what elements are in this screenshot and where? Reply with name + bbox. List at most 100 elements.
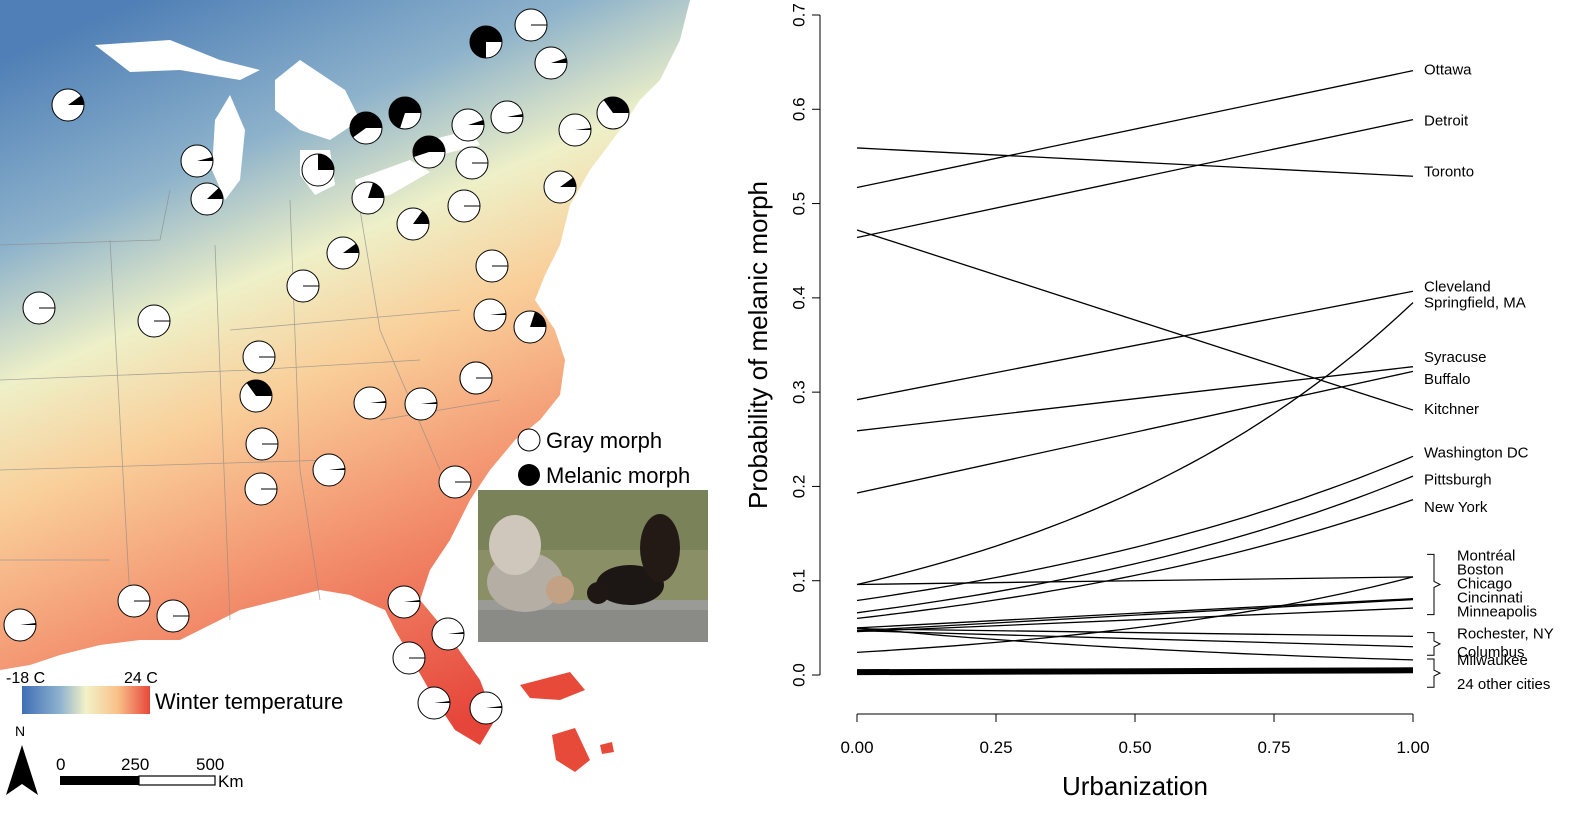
site-pie-chart	[286, 269, 320, 303]
series-label: Buffalo	[1424, 371, 1470, 388]
morph-legend: Gray morph Melanic morph	[517, 428, 690, 488]
y-axis-label: Probability of melanic morph	[743, 181, 773, 509]
site-pie-chart	[351, 181, 385, 215]
site-pie-chart	[513, 310, 547, 344]
series-line	[856, 119, 1414, 239]
site-pie-chart	[473, 298, 507, 332]
y-tick-label: 0.4	[789, 286, 808, 310]
site-pie-chart	[455, 146, 489, 180]
melanic-morph-label: Melanic morph	[546, 463, 690, 488]
series-label: Detroit	[1424, 113, 1469, 130]
site-pie-chart	[596, 96, 630, 130]
series-label: New York	[1424, 499, 1488, 516]
svg-text:0: 0	[56, 755, 65, 774]
site-pie-chart	[543, 170, 577, 204]
scale-bar: 0 250 500 Km	[56, 755, 244, 791]
site-pie-chart	[388, 96, 422, 130]
x-tick-label: 0.00	[840, 738, 873, 757]
site-pie-chart	[431, 617, 465, 651]
series-line	[856, 627, 1414, 661]
svg-text:500: 500	[196, 755, 224, 774]
series-label: Minneapolis	[1457, 604, 1537, 621]
x-tick-label: 0.25	[979, 738, 1012, 757]
site-pie-chart	[412, 135, 446, 169]
series-line	[856, 302, 1414, 586]
series-line	[856, 576, 1414, 654]
great-lakes	[95, 40, 480, 200]
series-label: Cleveland	[1424, 278, 1491, 295]
site-pie-chart	[22, 291, 56, 325]
site-pie-chart	[459, 361, 493, 395]
site-pie-chart	[312, 453, 346, 487]
site-pie-chart	[392, 641, 426, 675]
site-pie-chart	[51, 88, 85, 122]
site-pie-chart	[469, 25, 503, 59]
svg-text:250: 250	[121, 755, 149, 774]
series-label: Rochester, NY	[1457, 626, 1554, 643]
x-tick-label: 0.75	[1257, 738, 1290, 757]
melanic-squirrel-icon	[596, 565, 664, 605]
series-label: Kitchner	[1424, 401, 1479, 418]
y-tick-label: 0.7	[789, 3, 808, 27]
series-line	[856, 69, 1414, 189]
site-pie-chart	[244, 472, 278, 506]
series-line	[856, 455, 1414, 602]
temperature-legend-title: Winter temperature	[155, 689, 343, 714]
site-pie-chart	[242, 340, 276, 374]
map-panel: Gray morph Melanic morph -18 C 24 C Wint…	[0, 0, 708, 795]
series-label: Montréal	[1457, 547, 1515, 564]
series-label: Syracuse	[1424, 349, 1487, 366]
site-pie-chart	[387, 585, 421, 619]
site-pie-chart	[417, 686, 451, 720]
label-bracket	[1427, 658, 1442, 688]
site-pie-chart	[475, 249, 509, 283]
label-bracket	[1427, 553, 1442, 616]
series-label: Milwaukee	[1457, 652, 1528, 669]
site-pie-chart	[245, 427, 279, 461]
chart-series-lines	[856, 69, 1414, 676]
series-line	[856, 628, 1414, 637]
site-pie-chart	[180, 144, 214, 178]
gray-morph-swatch	[517, 428, 541, 452]
squirrel-photo	[478, 490, 708, 642]
series-label: Washington DC	[1424, 444, 1529, 461]
series-line	[856, 607, 1414, 633]
series-label: Toronto	[1424, 163, 1474, 180]
line-chart: 0.0 0.1 0.2 0.3 0.4 0.5 0.6 0.7 0.00 0.25 0.50 0.75…	[743, 3, 1554, 801]
x-tick-label: 1.00	[1396, 738, 1429, 757]
series-labels: Ottawa Detroit Toronto ClevelandSpringfield…	[1424, 62, 1554, 694]
series-line	[856, 630, 1414, 648]
site-pie-chart	[349, 111, 383, 145]
site-pie-chart	[451, 108, 485, 142]
site-pie-chart	[156, 599, 190, 633]
temperature-color-bar	[22, 686, 150, 714]
site-pie-chart	[301, 153, 335, 187]
svg-text:N: N	[15, 723, 25, 739]
series-label: Ottawa	[1424, 62, 1472, 79]
scale-unit: Km	[218, 772, 244, 791]
y-tick-label: 0.6	[789, 97, 808, 121]
x-axis-label: Urbanization	[1062, 771, 1208, 801]
series-line	[856, 366, 1414, 432]
temp-max-label: 24 C	[124, 670, 158, 687]
series-label: 24 other cities	[1457, 676, 1550, 693]
y-tick-label: 0.3	[789, 380, 808, 404]
x-tick-label: 0.50	[1118, 738, 1151, 757]
series-label: Cincinnati	[1457, 590, 1523, 607]
caribbean-islands	[520, 672, 614, 772]
site-pie-chart	[447, 189, 481, 223]
site-pie-chart	[117, 584, 151, 618]
label-bracket	[1427, 632, 1442, 656]
site-pie-chart	[490, 100, 524, 134]
site-pie-chart	[396, 207, 430, 241]
series-line	[856, 147, 1414, 177]
site-pie-chart	[190, 182, 224, 216]
sample-site-pies	[3, 8, 630, 725]
series-label: Chicago	[1457, 575, 1512, 592]
site-pie-chart	[404, 387, 438, 421]
series-line	[856, 498, 1414, 620]
y-tick-label: 0.2	[789, 475, 808, 499]
series-line	[856, 576, 1414, 586]
site-pie-chart	[3, 608, 37, 642]
series-label: Pittsburgh	[1424, 472, 1492, 489]
